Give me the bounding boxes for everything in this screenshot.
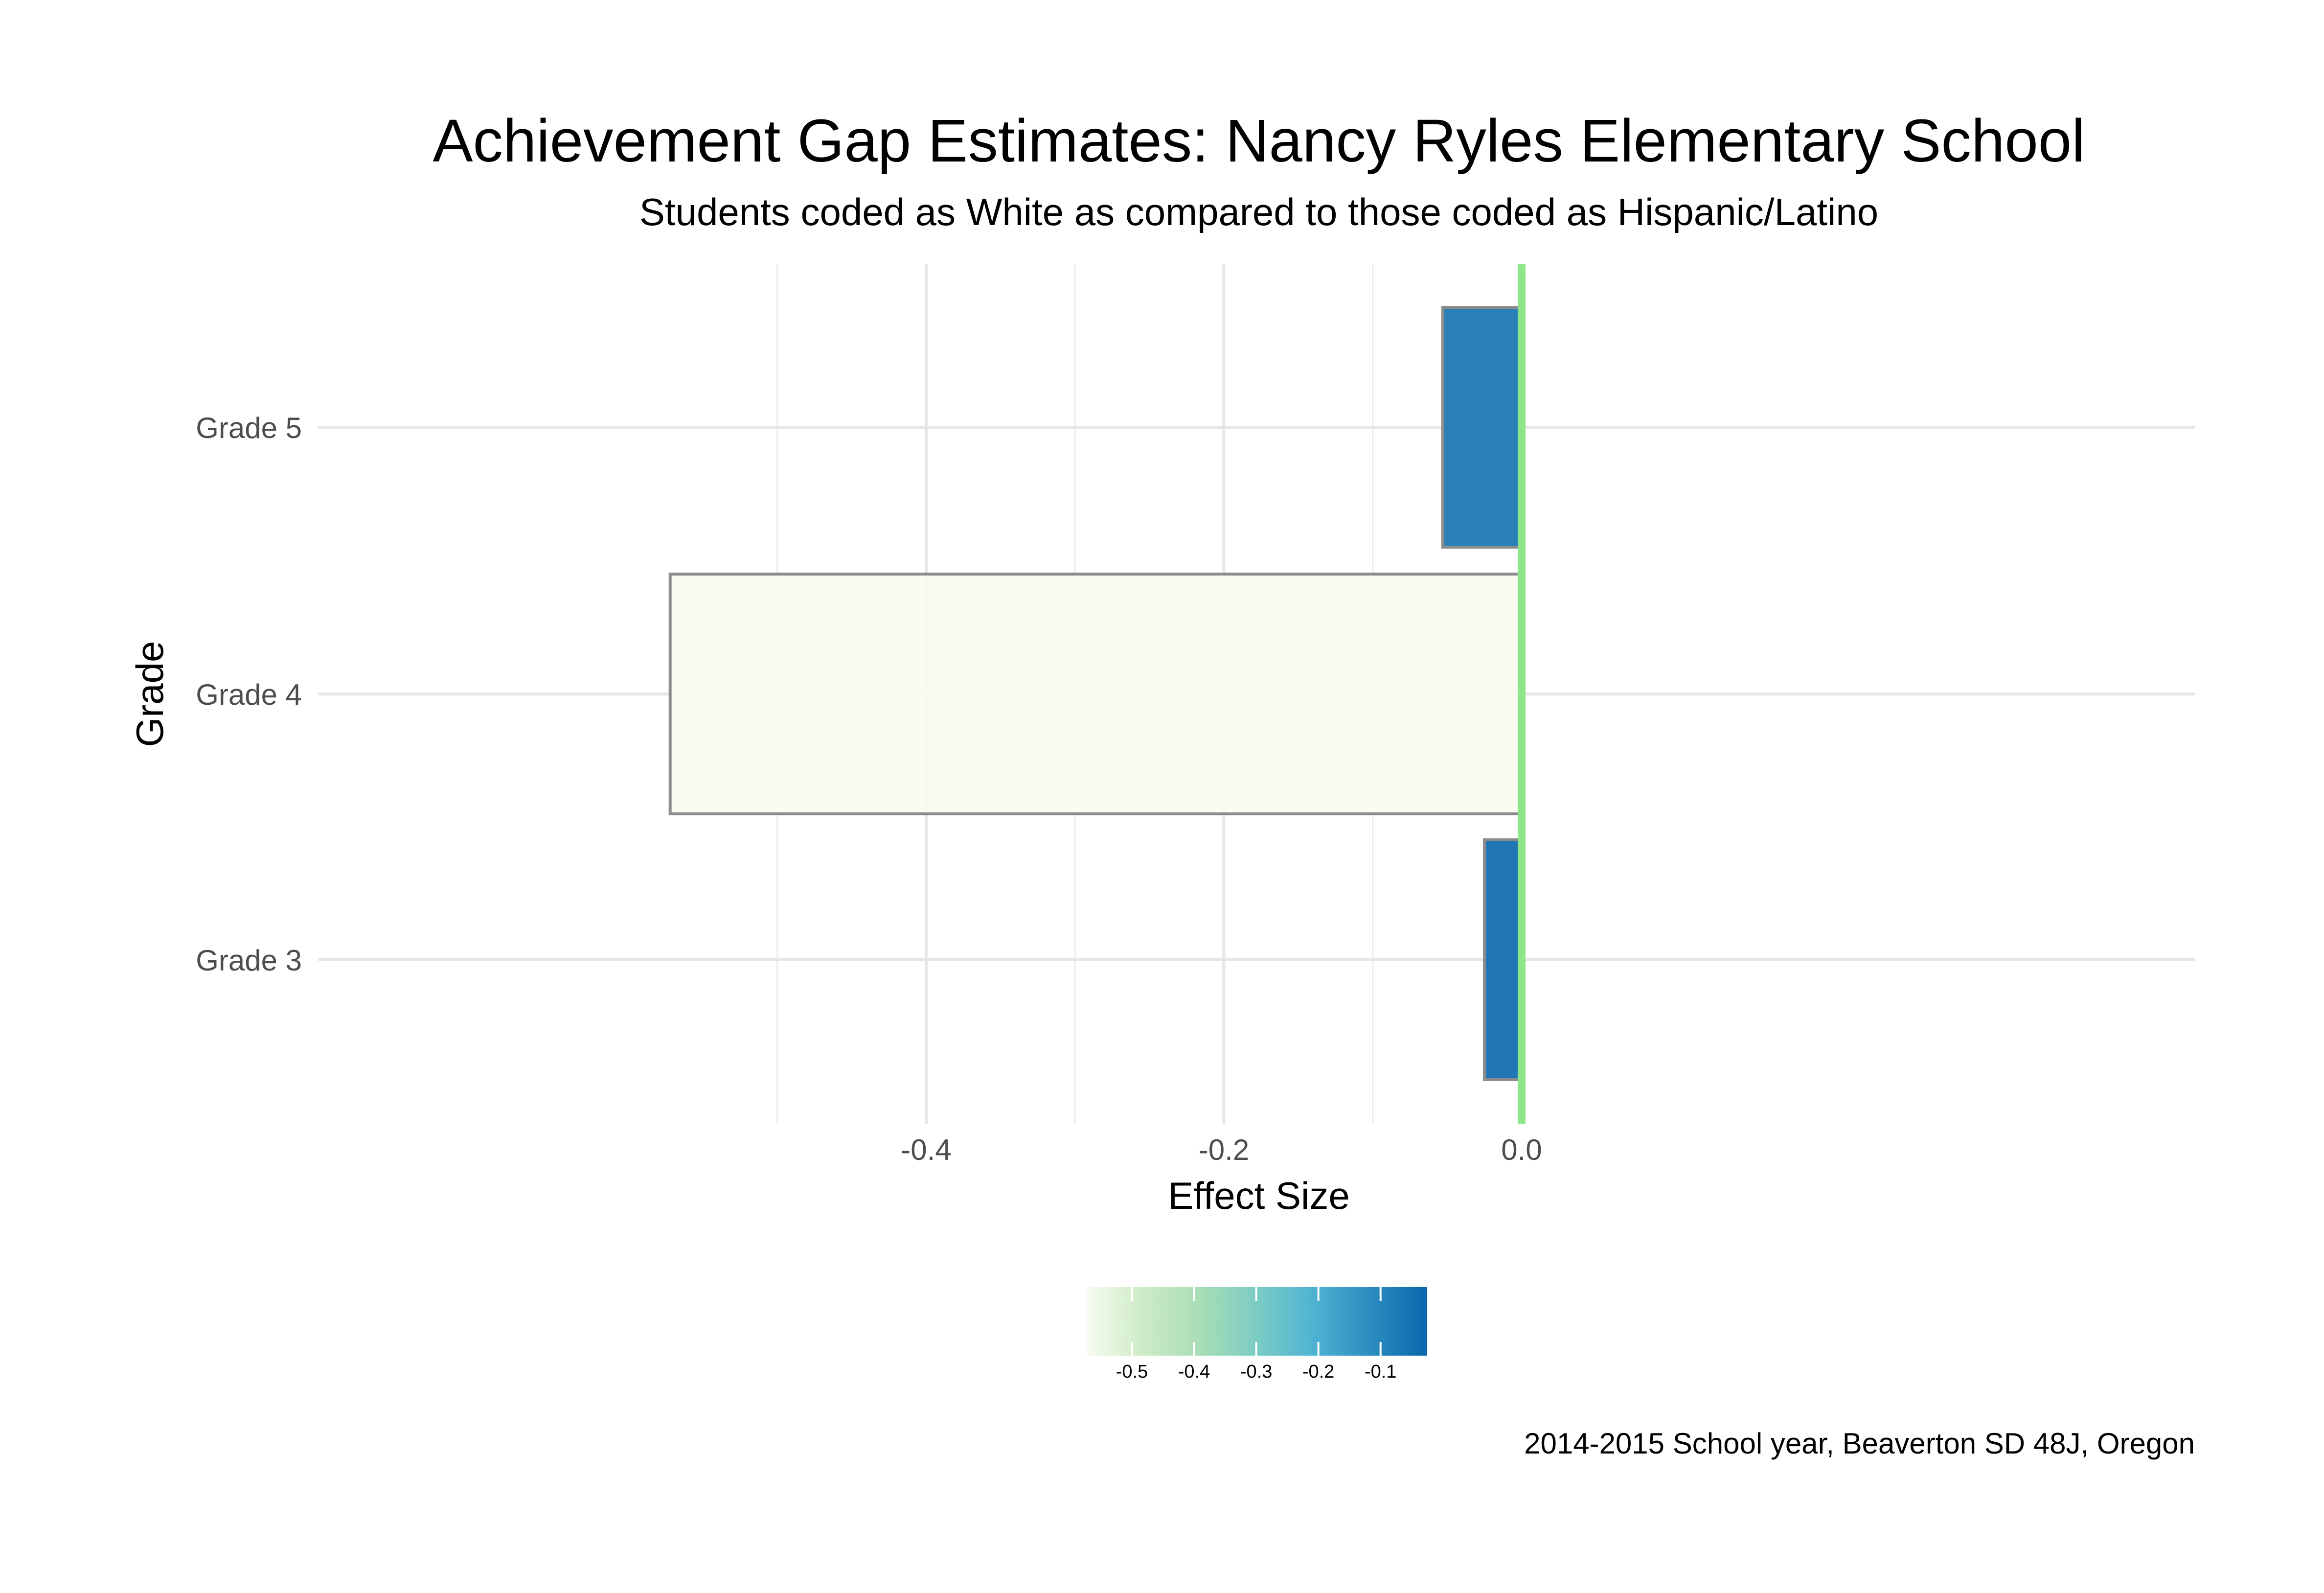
- color-legend: -0.5 -0.4 -0.3 -0.2 -0.1: [1087, 1287, 1427, 1382]
- x-tick-label: -0.4: [901, 1133, 951, 1166]
- y-tick-label: Grade 3: [196, 944, 302, 977]
- x-tick-labels: -0.4 -0.2 0.0: [901, 1133, 1542, 1166]
- colorbar-tick-label: -0.4: [1178, 1362, 1210, 1382]
- colorbar-tick-label: -0.1: [1365, 1362, 1396, 1382]
- x-tick-label: 0.0: [1501, 1133, 1542, 1166]
- y-tick-label: Grade 5: [196, 412, 302, 444]
- chart-subtitle: Students coded as White as compared to t…: [639, 190, 1878, 233]
- x-tick-label: -0.2: [1199, 1133, 1249, 1166]
- colorbar-tick-label: -0.2: [1302, 1362, 1334, 1382]
- bar-grade-5: [1441, 306, 1524, 549]
- colorbar-tick-label: -0.3: [1240, 1362, 1272, 1382]
- y-tick-labels: Grade 3 Grade 4 Grade 5: [196, 412, 302, 977]
- x-axis-label: Effect Size: [1168, 1174, 1349, 1217]
- chart-caption: 2014-2015 School year, Beaverton SD 48J,…: [1524, 1427, 2195, 1460]
- bars: [668, 306, 1524, 1081]
- bar-grade-4: [668, 573, 1523, 815]
- y-axis-label: Grade: [128, 641, 171, 747]
- colorbar-ticks: -0.5 -0.4 -0.3 -0.2 -0.1: [1116, 1287, 1396, 1382]
- colorbar-tick-label: -0.5: [1116, 1362, 1148, 1382]
- y-tick-label: Grade 4: [196, 678, 302, 711]
- chart-title: Achievement Gap Estimates: Nancy Ryles E…: [433, 108, 2085, 175]
- bar-grade-3: [1482, 838, 1523, 1081]
